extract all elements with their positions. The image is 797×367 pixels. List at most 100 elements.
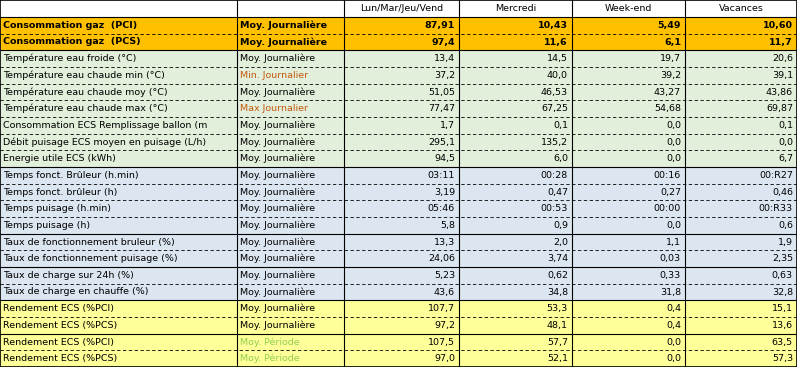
Text: 0,0: 0,0 <box>778 138 793 146</box>
Text: Consommation ECS Remplissage ballon (m: Consommation ECS Remplissage ballon (m <box>3 121 207 130</box>
Bar <box>572 34 685 50</box>
Text: 0,1: 0,1 <box>778 121 793 130</box>
Text: 39,1: 39,1 <box>771 71 793 80</box>
Bar <box>459 350 572 367</box>
Text: 0,0: 0,0 <box>666 154 681 163</box>
Text: 03:11: 03:11 <box>428 171 455 180</box>
Text: 13,4: 13,4 <box>434 54 455 63</box>
Bar <box>459 134 572 150</box>
Text: Moy. Journalière: Moy. Journalière <box>240 237 315 247</box>
Text: 0,03: 0,03 <box>660 254 681 263</box>
Bar <box>344 100 459 117</box>
Bar <box>237 50 344 67</box>
Text: Min. Journalier: Min. Journalier <box>240 71 308 80</box>
Bar <box>685 134 797 150</box>
Text: 0,33: 0,33 <box>660 271 681 280</box>
Bar <box>572 334 685 350</box>
Text: Moy. Journalière: Moy. Journalière <box>240 204 315 214</box>
Bar <box>572 284 685 300</box>
Text: 0,1: 0,1 <box>553 121 568 130</box>
Bar <box>685 350 797 367</box>
Text: 1,9: 1,9 <box>778 237 793 247</box>
Bar <box>572 217 685 234</box>
Bar <box>572 184 685 200</box>
Text: Taux de charge en chauffe (%): Taux de charge en chauffe (%) <box>3 287 148 297</box>
Text: Week-end: Week-end <box>605 4 652 13</box>
Bar <box>237 217 344 234</box>
Text: Moy. Journalière: Moy. Journalière <box>240 254 315 264</box>
Bar <box>237 300 344 317</box>
Text: Mercredi: Mercredi <box>495 4 536 13</box>
Text: 43,27: 43,27 <box>654 87 681 97</box>
Text: Temps fonct. Brûleur (h.min): Temps fonct. Brûleur (h.min) <box>3 171 139 180</box>
Text: 0,0: 0,0 <box>666 138 681 146</box>
Text: 0,27: 0,27 <box>660 188 681 196</box>
Bar <box>0 284 237 300</box>
Bar <box>459 184 572 200</box>
Text: 97,4: 97,4 <box>431 37 455 47</box>
Bar <box>0 300 237 317</box>
Bar <box>237 150 344 167</box>
Bar <box>237 184 344 200</box>
Bar <box>572 250 685 267</box>
Text: Moy. Journalière: Moy. Journalière <box>240 21 327 30</box>
Bar <box>0 184 237 200</box>
Bar <box>459 34 572 50</box>
Text: Temps fonct. brûleur (h): Temps fonct. brûleur (h) <box>3 188 117 196</box>
Bar <box>459 117 572 134</box>
Text: 00:28: 00:28 <box>540 171 568 180</box>
Text: 11,7: 11,7 <box>769 37 793 47</box>
Text: 32,8: 32,8 <box>771 287 793 297</box>
Bar <box>459 317 572 334</box>
Bar <box>344 267 459 284</box>
Bar <box>685 67 797 84</box>
Bar <box>237 284 344 300</box>
Bar <box>0 200 237 217</box>
Bar <box>0 17 237 34</box>
Text: Moy. Journalière: Moy. Journalière <box>240 304 315 313</box>
Bar <box>237 200 344 217</box>
Text: 6,1: 6,1 <box>664 37 681 47</box>
Text: Energie utile ECS (kWh): Energie utile ECS (kWh) <box>3 154 116 163</box>
Bar <box>344 67 459 84</box>
Text: 00:R27: 00:R27 <box>759 171 793 180</box>
Bar <box>344 34 459 50</box>
Bar <box>0 234 237 250</box>
Text: 57,3: 57,3 <box>771 354 793 363</box>
Bar <box>685 234 797 250</box>
Bar <box>685 250 797 267</box>
Bar <box>0 100 237 117</box>
Text: 57,7: 57,7 <box>547 338 568 346</box>
Text: Débit puisage ECS moyen en puisage (L/h): Débit puisage ECS moyen en puisage (L/h) <box>3 137 206 147</box>
Text: 1,1: 1,1 <box>666 237 681 247</box>
Text: Température eau chaude moy (°C): Température eau chaude moy (°C) <box>3 87 167 97</box>
Bar <box>685 17 797 34</box>
Bar <box>459 284 572 300</box>
Text: Temps puisage (h.min): Temps puisage (h.min) <box>3 204 111 213</box>
Bar <box>459 67 572 84</box>
Text: 2,35: 2,35 <box>771 254 793 263</box>
Text: 13,6: 13,6 <box>771 321 793 330</box>
Bar <box>237 134 344 150</box>
Text: 6,0: 6,0 <box>553 154 568 163</box>
Bar <box>459 250 572 267</box>
Bar <box>344 150 459 167</box>
Text: 39,2: 39,2 <box>660 71 681 80</box>
Text: Moy. Journalière: Moy. Journalière <box>240 87 315 97</box>
Bar <box>459 0 572 17</box>
Text: 5,23: 5,23 <box>434 271 455 280</box>
Bar <box>344 134 459 150</box>
Text: Moy. Journalière: Moy. Journalière <box>240 321 315 330</box>
Bar <box>572 317 685 334</box>
Bar <box>572 200 685 217</box>
Bar <box>572 67 685 84</box>
Bar <box>572 134 685 150</box>
Bar <box>0 134 237 150</box>
Text: Lun/Mar/Jeu/Vend: Lun/Mar/Jeu/Vend <box>360 4 443 13</box>
Bar <box>572 0 685 17</box>
Bar <box>685 50 797 67</box>
Bar <box>459 300 572 317</box>
Text: 67,25: 67,25 <box>541 104 568 113</box>
Text: Consommation gaz  (PCS): Consommation gaz (PCS) <box>3 37 140 47</box>
Text: 51,05: 51,05 <box>428 87 455 97</box>
